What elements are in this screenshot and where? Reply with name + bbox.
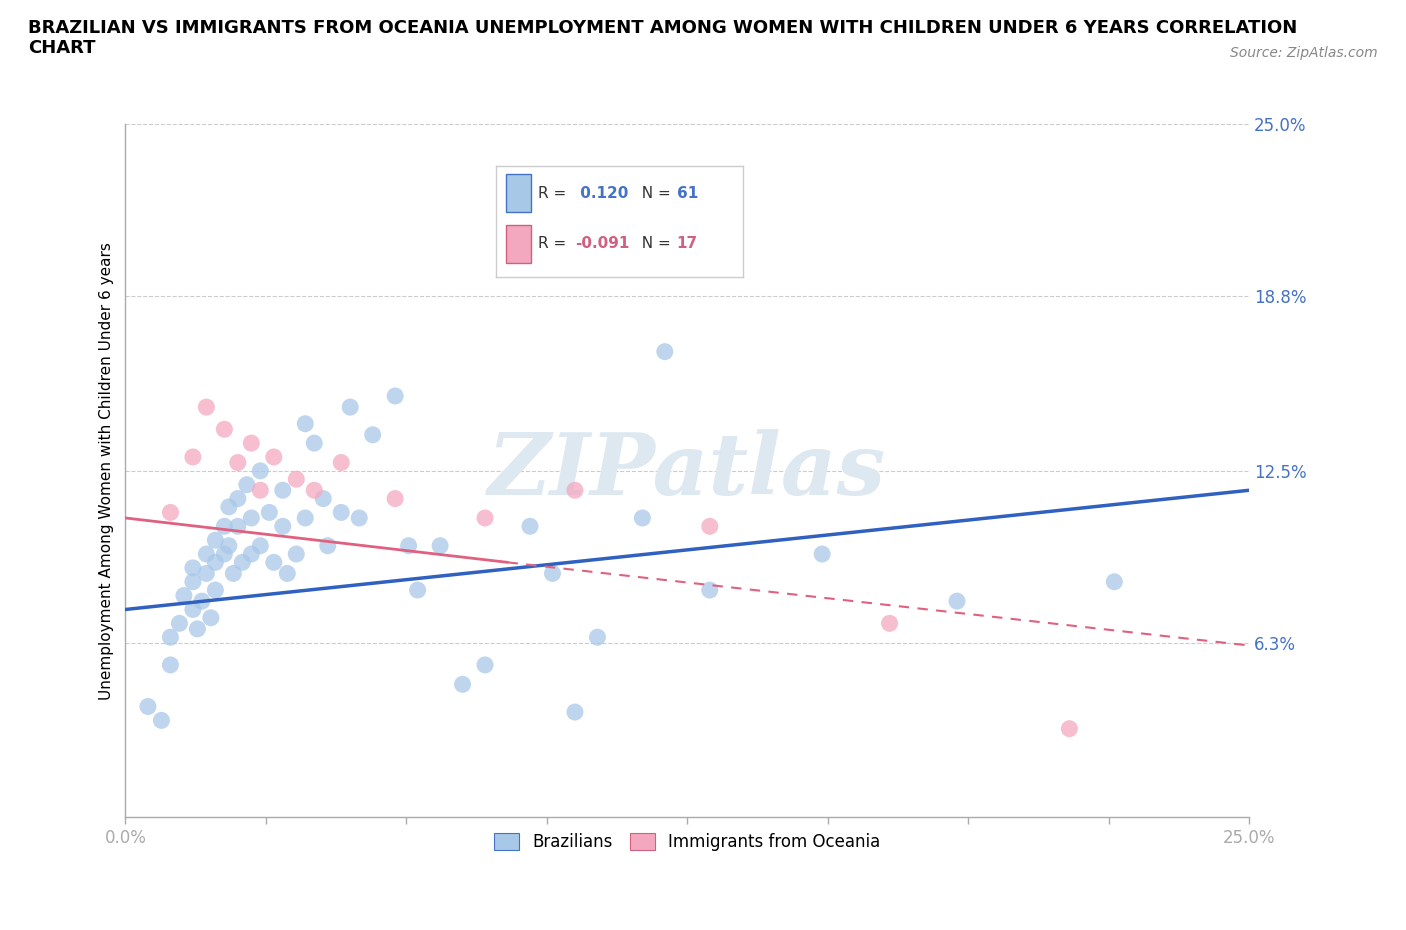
Point [226, 491, 249, 506]
Point [214, 547, 236, 562]
Point [226, 519, 249, 534]
Point [384, 491, 406, 506]
Point [249, 463, 271, 478]
Point [294, 417, 316, 432]
Point [214, 519, 236, 534]
Point [519, 519, 541, 534]
Point [361, 428, 384, 443]
Point [316, 538, 339, 553]
Point [586, 630, 609, 644]
Point [304, 435, 326, 450]
Y-axis label: Unemployment Among Women with Children Under 6 years: Unemployment Among Women with Children U… [100, 242, 114, 699]
Point [214, 422, 236, 437]
Point [173, 588, 195, 603]
Point [474, 658, 496, 672]
Point [946, 593, 969, 608]
Point [136, 699, 159, 714]
Point [236, 477, 259, 492]
Point [259, 505, 281, 520]
Point [240, 435, 263, 450]
Point [330, 505, 353, 520]
Point [222, 566, 245, 581]
Point [631, 511, 654, 525]
Point [263, 555, 285, 570]
Point [406, 582, 429, 597]
Point [181, 602, 204, 617]
Point [159, 630, 181, 644]
Text: BRAZILIAN VS IMMIGRANTS FROM OCEANIA UNEMPLOYMENT AMONG WOMEN WITH CHILDREN UNDE: BRAZILIAN VS IMMIGRANTS FROM OCEANIA UNE… [28, 19, 1298, 58]
Text: ZIPatlas: ZIPatlas [488, 429, 886, 512]
Legend: Brazilians, Immigrants from Oceania: Brazilians, Immigrants from Oceania [488, 826, 887, 857]
Point [271, 483, 294, 498]
Point [339, 400, 361, 415]
Point [285, 472, 308, 486]
Point [181, 561, 204, 576]
Point [699, 519, 721, 534]
Point [398, 538, 420, 553]
Point [263, 449, 285, 464]
Point [304, 483, 326, 498]
Point [330, 455, 353, 470]
Point [204, 533, 226, 548]
Point [879, 616, 901, 631]
Point [276, 566, 298, 581]
Point [204, 582, 226, 597]
Point [200, 610, 222, 625]
Point [181, 575, 204, 590]
Point [169, 616, 191, 631]
Point [195, 400, 218, 415]
Point [191, 593, 214, 608]
Point [811, 547, 834, 562]
Point [347, 511, 370, 525]
Point [699, 582, 721, 597]
Point [654, 344, 676, 359]
Text: Source: ZipAtlas.com: Source: ZipAtlas.com [1230, 46, 1378, 60]
Point [294, 511, 316, 525]
Point [218, 499, 240, 514]
Point [218, 538, 240, 553]
Point [195, 547, 218, 562]
Point [285, 547, 308, 562]
Point [181, 449, 204, 464]
Point [240, 511, 263, 525]
Point [312, 491, 335, 506]
Point [541, 566, 564, 581]
Point [249, 538, 271, 553]
Point [271, 519, 294, 534]
Point [1059, 722, 1081, 737]
Point [564, 705, 586, 720]
Point [429, 538, 451, 553]
Point [150, 713, 173, 728]
Point [159, 505, 181, 520]
Point [204, 555, 226, 570]
Point [474, 511, 496, 525]
Point [249, 483, 271, 498]
Point [186, 621, 208, 636]
Point [226, 455, 249, 470]
Point [384, 389, 406, 404]
Point [195, 566, 218, 581]
Point [564, 483, 586, 498]
Point [159, 658, 181, 672]
Point [240, 547, 263, 562]
Point [1104, 575, 1126, 590]
Point [231, 555, 253, 570]
Point [451, 677, 474, 692]
